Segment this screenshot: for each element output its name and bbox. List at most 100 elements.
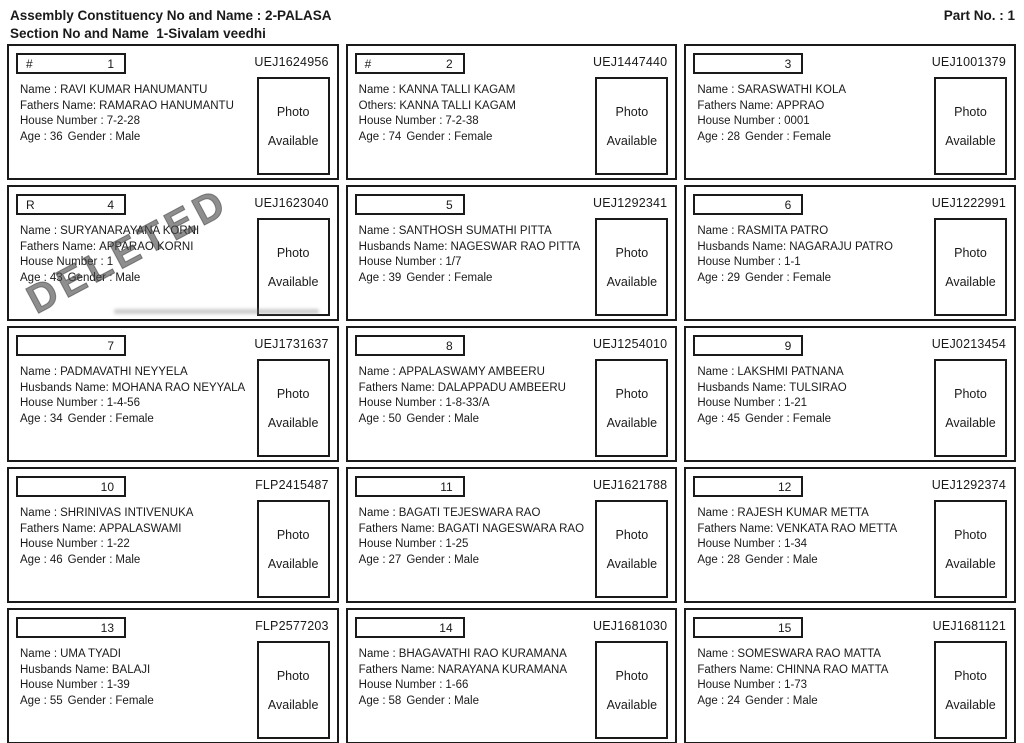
name-label: Name : <box>358 507 396 519</box>
photo-box: Photo Available <box>595 500 669 598</box>
age-label: Age : <box>358 412 386 425</box>
voter-grid: # 1 UEJ1624956 Name : RAVI KUMAR HANUMANT… <box>7 44 1016 743</box>
name-row: Name : SURYANARAYANA KORNI <box>20 224 258 240</box>
gender-label: Gender : <box>67 694 113 707</box>
name-row: Name : BHAGAVATHI RAO KURAMANA <box>359 647 597 663</box>
photo-box: Photo Available <box>933 500 1007 598</box>
photo-status-line1: Photo <box>615 527 649 542</box>
relation-row: Fathers Name: VENKATA RAO METTA <box>697 522 935 538</box>
gender-label: Gender : <box>67 553 113 566</box>
photo-status-line1: Photo <box>954 668 987 683</box>
name-row: Name : RAJESH KUMAR METTA <box>697 506 935 522</box>
age-value: 24 <box>727 694 740 707</box>
photo-box: Photo Available <box>595 218 669 316</box>
age-value: 36 <box>49 130 63 143</box>
relation-label: Husbands Name: <box>697 240 787 253</box>
voter-details: Name : BHAGAVATHI RAO KURAMANA Fathers Na… <box>359 647 597 709</box>
serial-number: 15 <box>777 620 792 635</box>
photo-box: Photo Available <box>595 359 669 457</box>
relation-name: BAGATI NAGESWARA RAO <box>437 522 585 535</box>
gender-value: Male <box>454 553 479 566</box>
serial-box: 15 <box>693 617 804 638</box>
house-number: 1-21 <box>784 397 808 409</box>
photo-status-line2: Available <box>267 697 319 712</box>
house-number-label: House Number : <box>697 397 782 409</box>
epic-number: UEJ1292341 <box>593 196 668 210</box>
photo-box: Photo Available <box>933 641 1007 739</box>
serial-box: R 4 <box>16 194 126 215</box>
relation-label: Fathers Name: <box>20 99 97 112</box>
gender-label: Gender : <box>406 412 452 425</box>
serial-box: 5 <box>354 194 465 215</box>
photo-status-line1: Photo <box>954 104 987 119</box>
age-label: Age : <box>20 694 47 707</box>
age-value: 58 <box>388 694 402 707</box>
photo-box: Photo Available <box>595 641 669 739</box>
photo-box: Photo Available <box>256 500 330 598</box>
relation-name: BALAJI <box>111 663 151 676</box>
serial-box: 10 <box>16 476 126 497</box>
age-value: 74 <box>388 130 402 143</box>
voter-card: 11 UEJ1621788 Name : BAGATI TEJESWARA RAO… <box>345 467 678 603</box>
scan-artifact-smudge <box>114 309 319 314</box>
epic-number: UEJ1447440 <box>593 55 668 69</box>
house-row: House Number :1-73 <box>697 678 935 694</box>
relation-label: Fathers Name: <box>697 663 774 676</box>
name-label: Name : <box>20 366 58 378</box>
relation-label: Others: <box>358 99 397 112</box>
gender-value: Female <box>792 412 832 425</box>
voter-card: R 4 UEJ1623040 Name : SURYANARAYANA KORNI… <box>7 185 339 321</box>
serial-prefix: # <box>364 56 372 71</box>
gender-label: Gender : <box>744 694 790 707</box>
house-number: 7-2-28 <box>106 115 140 127</box>
name-label: Name : <box>358 648 396 660</box>
voter-card: # 1 UEJ1624956 Name : RAVI KUMAR HANUMANT… <box>7 44 339 180</box>
relation-name: APPRAO <box>776 99 825 112</box>
house-number: 1-39 <box>106 679 130 691</box>
photo-status-line1: Photo <box>954 245 987 260</box>
name-label: Name : <box>697 507 735 519</box>
house-number: 7-2-38 <box>445 115 479 127</box>
voter-details: Name : RAJESH KUMAR METTA Fathers Name: VE… <box>697 506 935 568</box>
age-value: 50 <box>388 412 402 425</box>
photo-status-line2: Available <box>945 415 996 430</box>
house-row: House Number :1-39 <box>20 678 258 694</box>
house-row: House Number :1/7 <box>359 255 597 271</box>
photo-box: Photo Available <box>256 77 330 175</box>
gender-value: Male <box>115 130 141 143</box>
serial-prefix: R <box>26 197 35 212</box>
gender-value: Female <box>454 271 493 284</box>
age-gender-row: Age :27 Gender : Male <box>359 553 597 569</box>
voter-name: BAGATI TEJESWARA RAO <box>398 507 541 519</box>
house-number-label: House Number : <box>358 679 443 691</box>
house-number-label: House Number : <box>358 115 443 127</box>
age-value: 43 <box>49 271 63 284</box>
gender-label: Gender : <box>67 271 113 284</box>
photo-status-line1: Photo <box>954 527 987 542</box>
house-number: 1-22 <box>106 538 130 550</box>
voter-name: PADMAVATHI NEYYELA <box>60 366 188 378</box>
photo-status-line1: Photo <box>276 668 310 683</box>
gender-label: Gender : <box>744 412 790 425</box>
gender-label: Gender : <box>406 553 452 566</box>
epic-number: UEJ1623040 <box>254 196 329 210</box>
serial-number: 12 <box>777 479 792 494</box>
serial-number: 1 <box>107 56 114 71</box>
photo-status-line1: Photo <box>276 386 310 401</box>
epic-number: UEJ1292374 <box>931 478 1006 492</box>
voter-card: 13 FLP2577203 Name : UMA TYADI Husbands N… <box>7 608 339 743</box>
house-number: 1-4-56 <box>106 397 140 409</box>
photo-status-line1: Photo <box>276 104 310 119</box>
house-number: 1-8-33/A <box>445 397 490 409</box>
serial-number: 14 <box>439 620 453 635</box>
age-value: 34 <box>49 412 63 425</box>
voter-name: SHRINIVAS INTIVENUKA <box>60 507 194 519</box>
age-label: Age : <box>697 271 725 284</box>
age-label: Age : <box>697 412 725 425</box>
relation-name: APPALASWAMI <box>99 522 182 535</box>
house-number-label: House Number : <box>358 256 443 268</box>
name-label: Name : <box>20 648 58 660</box>
relation-label: Husbands Name: <box>20 663 109 676</box>
relation-name: NARAYANA KURAMANA <box>437 663 568 676</box>
serial-number: 9 <box>784 338 792 353</box>
